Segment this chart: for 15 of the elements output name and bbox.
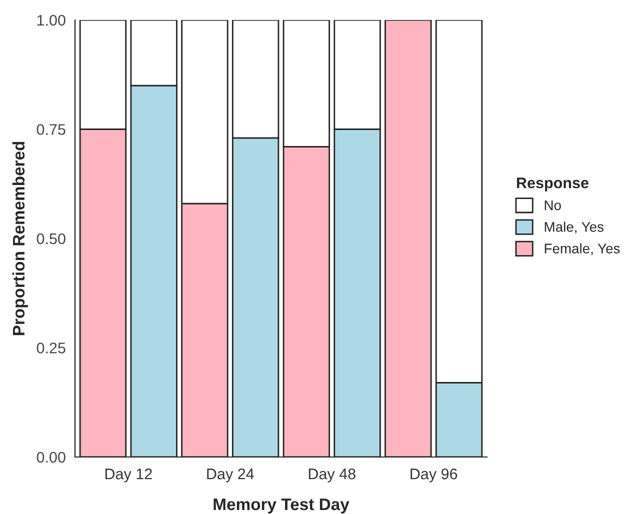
text: Day 96 xyxy=(410,468,458,482)
y-tick-label: 0.75 xyxy=(36,124,66,135)
text: Day 24 xyxy=(207,468,254,482)
y-axis-title: Proportion Remembered xyxy=(12,142,28,336)
legend-label: Female, Yes xyxy=(544,243,620,256)
x-axis-title: Memory Test Day xyxy=(214,498,350,514)
y-tick-label: 0.25 xyxy=(36,342,66,354)
y-tick-label: 1.00 xyxy=(37,14,66,26)
legend-label: Male, Yes xyxy=(544,222,604,234)
y-tick-label: 0.50 xyxy=(36,233,66,244)
legend-label: No xyxy=(544,200,561,210)
text: Day 12 xyxy=(105,468,152,482)
text: Day 48 xyxy=(308,468,356,482)
y-tick-label: 0.00 xyxy=(36,452,66,463)
legend-title: Response xyxy=(517,178,588,192)
